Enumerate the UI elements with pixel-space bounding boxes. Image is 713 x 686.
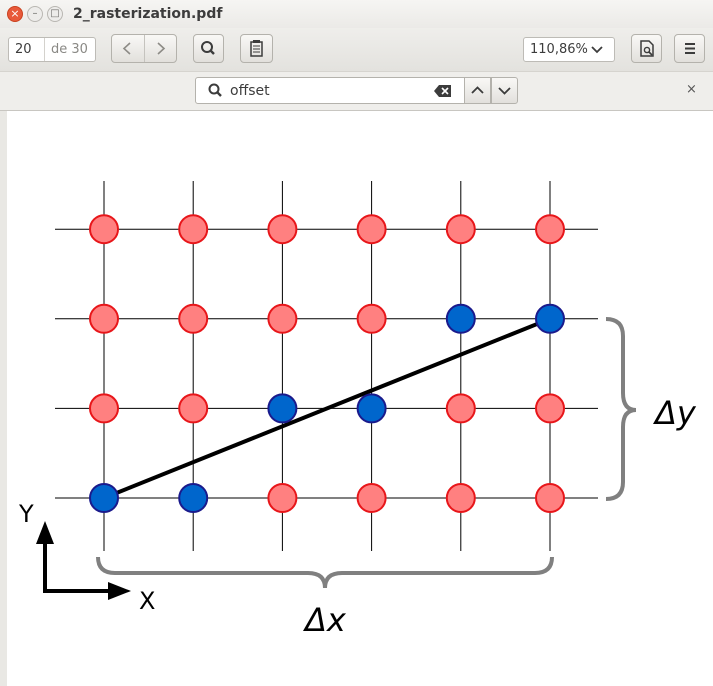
unlit-pixel (445, 483, 476, 513)
find-input[interactable]: offset (195, 77, 465, 104)
unlit-pixel (89, 214, 119, 245)
lit-pixel (89, 483, 119, 513)
unlit-pixel (267, 214, 298, 245)
unlit-pixel (267, 483, 298, 513)
chevron-right-icon (157, 42, 166, 55)
search-button[interactable] (193, 34, 224, 63)
unlit-pixel (178, 393, 209, 424)
lit-pixel (178, 483, 209, 513)
close-window-button[interactable]: × (7, 6, 23, 22)
delta-x-brace (96, 556, 554, 589)
unlit-pixel (445, 393, 476, 424)
delta-y-brace (605, 317, 637, 501)
current-page[interactable]: 20 (15, 42, 32, 57)
next-page-button[interactable] (145, 35, 177, 62)
search-icon (201, 41, 215, 55)
chevron-down-icon (591, 46, 603, 54)
unlit-pixel (89, 393, 119, 424)
y-axis-arrowhead (36, 521, 54, 544)
y-axis-label: Y (18, 500, 34, 528)
title-bar: × – □ 2_rasterization.pdf (0, 0, 713, 28)
nav-divider (144, 35, 145, 62)
clipboard-icon (250, 40, 263, 57)
unlit-pixel (535, 483, 565, 513)
zoom-value: 110,86% (530, 42, 588, 57)
find-next-button[interactable] (491, 77, 518, 104)
previous-page-button[interactable] (112, 35, 144, 62)
minimize-window-button[interactable]: – (27, 6, 43, 22)
maximize-window-button[interactable]: □ (47, 6, 63, 22)
page-separator (44, 38, 45, 61)
lit-pixel (535, 303, 565, 334)
lit-pixel (445, 303, 476, 334)
unlit-pixel (356, 214, 387, 245)
unlit-pixel (535, 393, 565, 424)
chevron-down-icon (498, 87, 511, 95)
search-icon (208, 83, 222, 97)
lit-pixel (356, 393, 387, 424)
clear-text-icon[interactable] (434, 84, 452, 98)
x-axis-label: X (139, 587, 155, 615)
find-query[interactable]: offset (230, 83, 270, 99)
window-title: 2_rasterization.pdf (73, 6, 223, 22)
page-total: de 30 (51, 42, 88, 57)
rasterized-line (103, 316, 551, 500)
unlit-pixel (535, 214, 565, 245)
lit-pixel (267, 393, 298, 424)
menu-button[interactable] (674, 34, 705, 63)
unlit-pixel (267, 303, 298, 334)
unlit-pixel (356, 303, 387, 334)
hamburger-menu-icon (685, 43, 695, 54)
unlit-pixel (356, 483, 387, 513)
document-icon (640, 40, 654, 57)
pixel-grid (55, 181, 598, 551)
zoom-select[interactable]: 110,86% (523, 37, 615, 62)
pixel-centers (89, 214, 565, 513)
unlit-pixel (445, 214, 476, 245)
unlit-pixel (178, 214, 209, 245)
page-number-field[interactable]: 20 de 30 (8, 37, 96, 62)
x-axis-arrowhead (108, 582, 131, 600)
chevron-up-icon (471, 86, 484, 94)
find-previous-button[interactable] (464, 77, 491, 104)
page-nav-group (111, 34, 177, 63)
unlit-pixel (178, 303, 209, 334)
chevron-left-icon (122, 42, 131, 55)
delta-y-label: Δy (652, 394, 697, 432)
document-properties-button[interactable] (631, 34, 662, 63)
delta-x-label: Δx (302, 601, 347, 639)
unlit-pixel (89, 303, 119, 334)
toolbar: 20 de 30 110,86% (0, 28, 713, 71)
clipboard-button[interactable] (240, 34, 273, 63)
close-find-bar-button[interactable]: × (686, 82, 697, 97)
find-bar: offset × (0, 71, 713, 111)
